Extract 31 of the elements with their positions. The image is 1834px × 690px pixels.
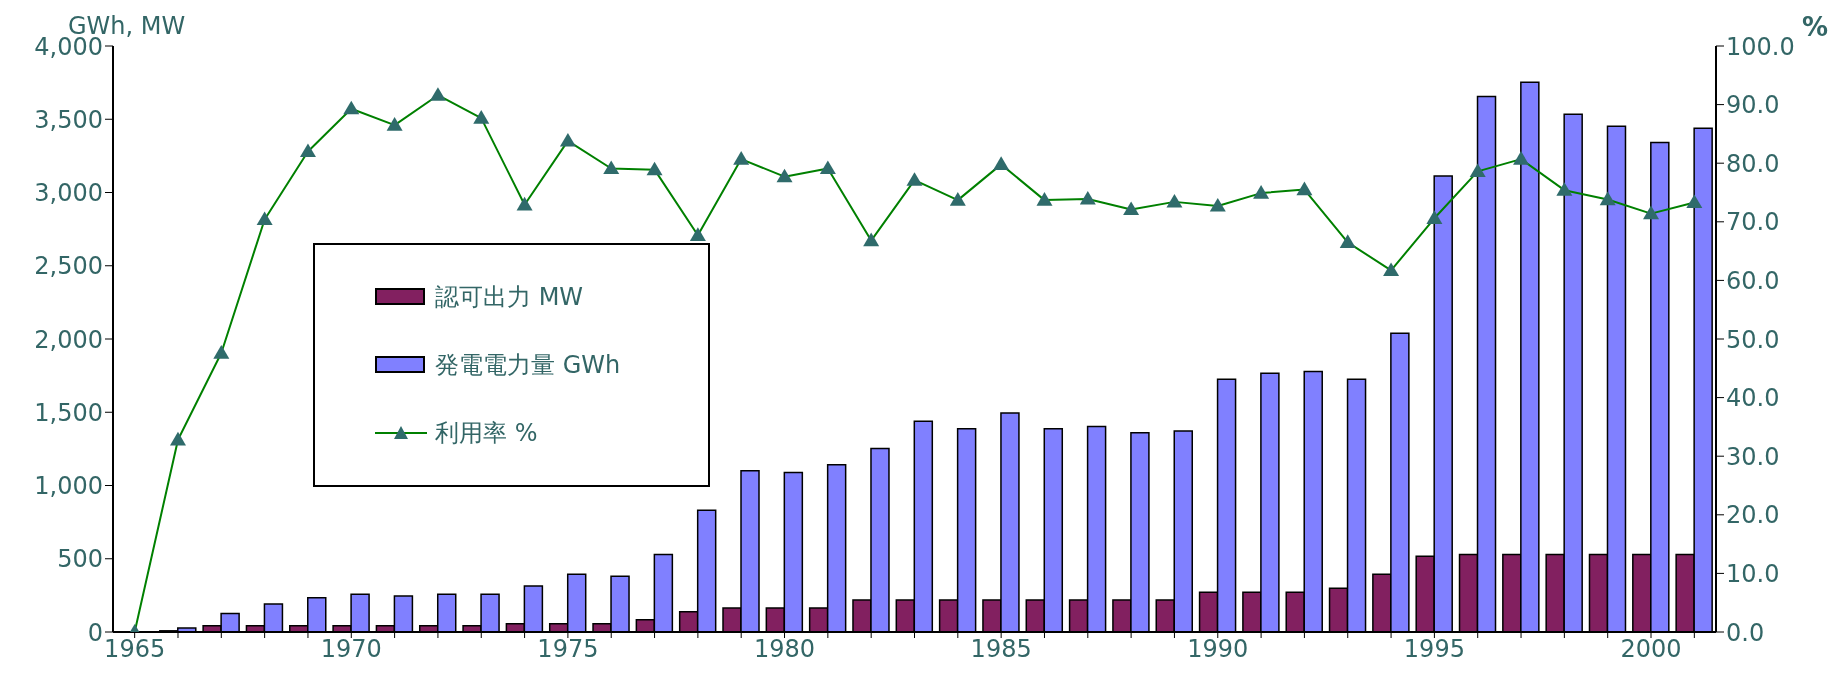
y2-tick-label: 50.0 bbox=[1726, 325, 1780, 354]
y2-tick-label: 70.0 bbox=[1726, 208, 1780, 237]
y2-tick-label: 20.0 bbox=[1726, 501, 1780, 530]
x-tick-label: 1985 bbox=[970, 635, 1032, 664]
y-tick-label: 1,500 bbox=[34, 398, 103, 427]
y-tick-label: 2,500 bbox=[34, 252, 103, 281]
y2-tick-label: 0.0 bbox=[1726, 618, 1765, 647]
y2-tick-label: 80.0 bbox=[1726, 149, 1780, 178]
y-tick-label: 500 bbox=[57, 545, 103, 574]
legend-label: 認可出力 MW bbox=[435, 282, 584, 313]
y-tick-label: 2,000 bbox=[34, 325, 103, 354]
y2-tick-label: 100.0 bbox=[1726, 32, 1795, 61]
y2-tick-label: 60.0 bbox=[1726, 266, 1780, 295]
x-tick-label: 1980 bbox=[753, 635, 816, 664]
x-tick-label: 1970 bbox=[320, 635, 382, 664]
y-tick-label: 1,000 bbox=[34, 472, 103, 501]
y2-tick-label: 90.0 bbox=[1726, 91, 1780, 120]
legend-label: 利用率 % bbox=[435, 418, 538, 449]
legend-label: 発電電力量 GWh bbox=[435, 350, 621, 381]
x-tick-label: 1975 bbox=[537, 635, 599, 664]
y2-tick-label: 30.0 bbox=[1726, 442, 1780, 471]
y-tick-label: 0 bbox=[87, 618, 103, 647]
y-tick-label: 3,500 bbox=[34, 105, 103, 134]
x-tick-label: 1995 bbox=[1403, 635, 1465, 664]
x-tick-label: 2000 bbox=[1620, 635, 1682, 664]
y2-tick-label: 10.0 bbox=[1726, 559, 1780, 588]
y2-tick-label: 40.0 bbox=[1726, 384, 1780, 413]
y-tick-label: 3,000 bbox=[34, 179, 103, 208]
y2-axis-title: % bbox=[1802, 12, 1829, 42]
x-tick-label: 1990 bbox=[1187, 635, 1249, 664]
x-tick-label: 1965 bbox=[104, 635, 166, 664]
